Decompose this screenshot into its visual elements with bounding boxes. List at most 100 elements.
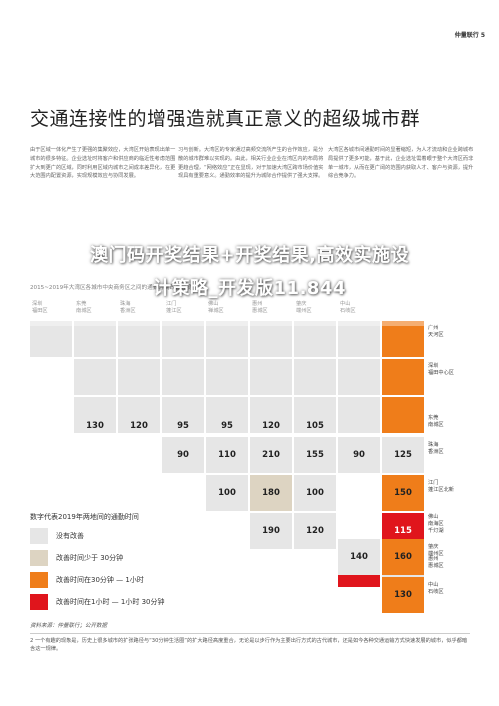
row-label-zhuhai: 珠海 香洲区 [428, 442, 444, 455]
cell-value: 125 [394, 450, 412, 460]
cell [294, 397, 336, 433]
legend-item-under-30min: 改善时间少于 30分钟 [30, 550, 230, 566]
row-label-dongguan: 东莞 南城区 [428, 415, 444, 428]
cell-value: 105 [306, 421, 324, 431]
cell [118, 321, 160, 357]
cell [382, 321, 424, 357]
cell [294, 437, 336, 473]
cell [294, 321, 336, 357]
watermark-overlay [0, 240, 499, 326]
cell-value: 115 [394, 526, 412, 536]
cell [294, 475, 336, 511]
divider [30, 633, 470, 634]
legend-label: 改善时间在30分钟 — 1小时 [56, 576, 144, 584]
body-column-3: 大湾区各城市间通勤时间的显著缩短，为人才流动和企业跨城布局提供了更多可能，基于此… [328, 147, 474, 180]
cell [382, 475, 424, 511]
col-header-dongguan: 东莞 南城区 [76, 301, 92, 314]
cell [250, 437, 292, 473]
cell-value: 190 [262, 526, 280, 536]
cell [382, 577, 424, 613]
cell [206, 437, 248, 473]
col-header-zhongshan: 中山 石岐区 [340, 301, 356, 314]
row-label-guangzhou: 广州 天河区 [428, 325, 444, 338]
chart-title: 2015~2019年大湾区各城市中央商务区之间的通勤时间改善程度 [30, 285, 192, 291]
cell [250, 513, 292, 549]
legend-swatch [30, 550, 48, 566]
cell [206, 359, 248, 395]
cell [250, 397, 292, 433]
cell [294, 359, 336, 395]
legend-title: 数字代表2019年两地间的通勤时间 [30, 513, 139, 521]
legend-item-1h-1h30: 改善时间在1小时 — 1小时 30分钟 [30, 594, 230, 610]
col-header-zhuhai: 珠海 香洲区 [120, 301, 136, 314]
row-label-foshan: 佛山 南海区 千灯湖 [428, 514, 444, 534]
cell [382, 539, 424, 575]
body-column-1: 由于区域一体化产生了更强的集聚效应，大湾区开始表现出单一城市的很多特征。企业选址… [30, 147, 176, 180]
row-label-zhongshan: 中山 石岐区 [428, 582, 444, 595]
cell [118, 397, 160, 433]
cell [206, 475, 248, 511]
cell-value: 95 [177, 421, 189, 431]
cell [382, 359, 424, 395]
cell [118, 359, 160, 395]
cell [338, 539, 380, 575]
cell-value: 95 [221, 421, 233, 431]
legend-label: 改善时间少于 30分钟 [56, 554, 124, 562]
row-label-huizhou: 惠州 惠城区 [428, 556, 444, 569]
cell [206, 321, 248, 357]
legend-swatch [30, 594, 48, 610]
legend-swatch [30, 572, 48, 588]
cell [294, 513, 336, 549]
legend-label: 没有改善 [56, 532, 84, 540]
source-note: 资料来源：仲量联行；公开数据 [30, 623, 108, 629]
cell [338, 321, 380, 357]
cell-value: 130 [394, 590, 412, 600]
cell-value: 155 [306, 450, 324, 460]
cell [162, 397, 204, 433]
legend-item-30min-1h: 改善时间在30分钟 — 1小时 [30, 572, 230, 588]
watermark-line-1: 澳门码开奖结果+开奖结果,高效实施设 [90, 245, 409, 266]
col-header-jiangmen: 江门 蓬江区 [166, 301, 182, 314]
cell [250, 359, 292, 395]
cell [74, 397, 116, 433]
cell [206, 397, 248, 433]
cell [338, 359, 380, 395]
legend-item-no-improvement: 没有改善 [30, 528, 230, 544]
col-header-zhaoqing: 肇庆 端州区 [296, 301, 312, 314]
cell [382, 437, 424, 473]
cell-value: 90 [177, 450, 189, 460]
cell [250, 475, 292, 511]
cell-value: 100 [306, 488, 324, 498]
cell-value: 180 [262, 488, 280, 498]
cell-value: 90 [353, 450, 365, 460]
cell [30, 321, 72, 357]
cell-value: 120 [262, 421, 280, 431]
cell [74, 359, 116, 395]
row-label-jiangmen: 江门 蓬江区北新 [428, 480, 454, 493]
row-label-shenzhen: 深圳 福田中心区 [428, 363, 454, 376]
watermark-line-2: 计策略_开发版11.844 [153, 278, 346, 299]
cell-value: 120 [306, 526, 324, 536]
cell-value: 140 [350, 552, 368, 562]
col-header-shenzhen: 深圳 福田区 [32, 301, 48, 314]
cell [162, 359, 204, 395]
cell [74, 321, 116, 357]
cell-value: 210 [262, 450, 280, 460]
cell-value: 150 [394, 488, 412, 498]
legend-swatch [30, 528, 48, 544]
col-header-foshan: 佛山 禅城区 [208, 301, 224, 314]
cell [250, 321, 292, 357]
legend-label: 改善时间在1小时 — 1小时 30分钟 [56, 598, 165, 606]
body-column-2: 习与创新。大湾区的专家通过高频交流所产生的合作效应，是分散的城市群难以实现的。由… [178, 147, 324, 180]
footnote: 2 一个有趣的现象是，历史上很多城市的扩张路径与“30分钟生活圈”的扩大路径高度… [30, 638, 468, 652]
cell-value: 100 [218, 488, 236, 498]
cell-value: 120 [130, 421, 148, 431]
cell [338, 437, 380, 473]
commute-matrix: 深圳 福田区 东莞 南城区 珠海 香洲区 江门 蓬江区 佛山 禅城区 惠州 惠城区 肇庆 端州… [30, 299, 460, 601]
cell [162, 437, 204, 473]
page-title: 交通连接性的增强造就真正意义的超级城市群 [30, 108, 421, 130]
brand-label: 仲量联行 5 [454, 32, 485, 39]
cell [338, 397, 380, 433]
cell [162, 321, 204, 357]
col-header-huizhou: 惠州 惠城区 [252, 301, 268, 314]
